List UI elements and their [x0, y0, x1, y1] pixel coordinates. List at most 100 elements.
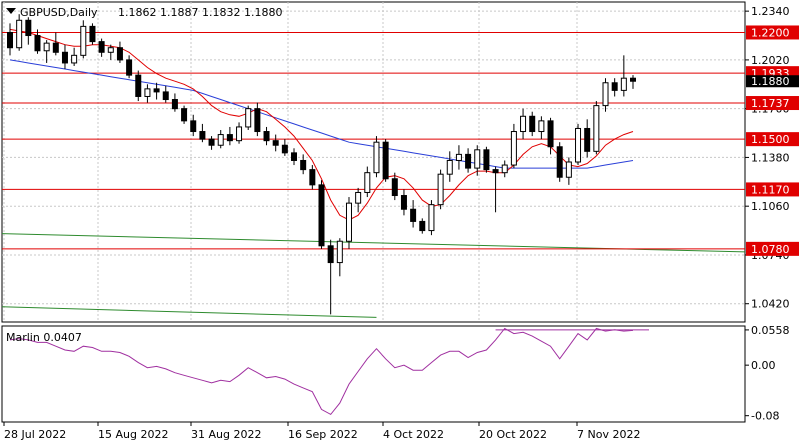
candle	[364, 166, 371, 198]
candle-body	[263, 131, 270, 142]
horizontal-levels	[2, 31, 745, 250]
candle-body	[153, 88, 160, 93]
candle-body	[226, 134, 233, 142]
level-tag	[746, 96, 799, 111]
candle-body	[520, 115, 527, 133]
candle	[254, 102, 261, 137]
candle-body	[61, 51, 68, 64]
y-tick-label: 1.0420	[751, 298, 790, 311]
candle	[107, 44, 114, 60]
candle	[391, 172, 398, 201]
candle	[245, 105, 252, 130]
y-tick-label: 1.1060	[751, 200, 790, 213]
candle	[309, 165, 316, 190]
candle-body	[437, 173, 444, 206]
candle-body	[446, 159, 453, 175]
candle-body	[190, 120, 197, 133]
candle-body	[107, 47, 114, 53]
candle-body	[538, 120, 545, 133]
candle-body	[556, 146, 563, 178]
candle	[611, 78, 618, 97]
candle-body	[98, 41, 105, 53]
y-tick-label: 1.1380	[751, 151, 790, 164]
level-tag	[746, 132, 799, 147]
x-tick-label: 7 Nov 2022	[577, 428, 640, 441]
candle	[584, 119, 591, 158]
ohlc-label: 1.1862 1.1887 1.1832 1.1880	[118, 6, 282, 19]
candle	[25, 17, 32, 45]
candle	[547, 117, 554, 155]
candle	[630, 75, 636, 89]
candle-body	[116, 47, 123, 61]
indicator-line	[9, 327, 634, 416]
candle	[538, 116, 545, 140]
candle	[116, 41, 123, 63]
candle-body	[547, 120, 554, 148]
candle-body	[16, 19, 23, 49]
candle	[437, 169, 444, 210]
candle-body	[135, 74, 142, 97]
candle	[400, 189, 407, 216]
candle	[80, 20, 87, 59]
candle	[34, 29, 41, 54]
candle	[336, 238, 343, 277]
candle-body	[80, 25, 87, 56]
candle-body	[593, 105, 600, 152]
candle	[428, 200, 435, 236]
candle-body	[382, 141, 389, 180]
candle	[217, 130, 224, 149]
candle-body	[510, 131, 517, 166]
candle-body	[474, 149, 481, 169]
x-tick-label: 31 Aug 2022	[191, 428, 261, 441]
level-tag-label: 1.1170	[751, 183, 790, 196]
dropdown-triangle-icon[interactable]	[6, 8, 16, 14]
candle-body	[144, 88, 151, 97]
candle	[52, 32, 59, 56]
candle-body	[208, 138, 215, 146]
candle-body	[620, 77, 627, 91]
candle-body	[272, 140, 279, 146]
candle	[61, 44, 68, 70]
candles	[7, 14, 636, 315]
candle	[419, 218, 426, 234]
candle	[171, 93, 178, 112]
candle	[236, 122, 243, 144]
candle-body	[575, 127, 582, 163]
candle	[153, 82, 160, 100]
y-tick-label: 1.2020	[751, 54, 790, 67]
candle-body	[355, 191, 362, 204]
candle-body	[199, 131, 206, 140]
candle	[190, 114, 197, 137]
candle	[501, 160, 508, 178]
current-price-label: 1.1880	[751, 75, 790, 88]
candle	[520, 108, 527, 140]
candle	[144, 84, 151, 103]
candle-body	[364, 172, 371, 193]
candle-body	[245, 108, 252, 128]
moving-averages	[9, 28, 634, 221]
candle-body	[291, 152, 298, 161]
trend-line	[1, 306, 377, 318]
candle-body	[318, 184, 325, 247]
x-tick-label: 28 Jul 2022	[4, 428, 66, 441]
main-chart-frame	[1, 1, 746, 423]
symbol-label: GBPUSD,Daily	[20, 6, 98, 19]
candle-body	[181, 108, 188, 122]
candle	[181, 105, 188, 124]
candle	[575, 123, 582, 166]
candle-body	[400, 195, 407, 210]
candle	[410, 200, 417, 228]
candle	[199, 123, 206, 143]
indicator-tick-label: -0.08	[751, 410, 779, 423]
candle	[327, 239, 334, 315]
candle	[529, 111, 536, 137]
candle	[593, 101, 600, 155]
candle-body	[126, 59, 133, 76]
candle-body	[501, 164, 508, 174]
candle	[7, 23, 13, 56]
candle-body	[630, 77, 636, 82]
level-tag	[746, 182, 799, 197]
candle-body	[34, 35, 41, 52]
x-tick-label: 20 Oct 2022	[479, 428, 547, 441]
candle	[602, 78, 609, 112]
